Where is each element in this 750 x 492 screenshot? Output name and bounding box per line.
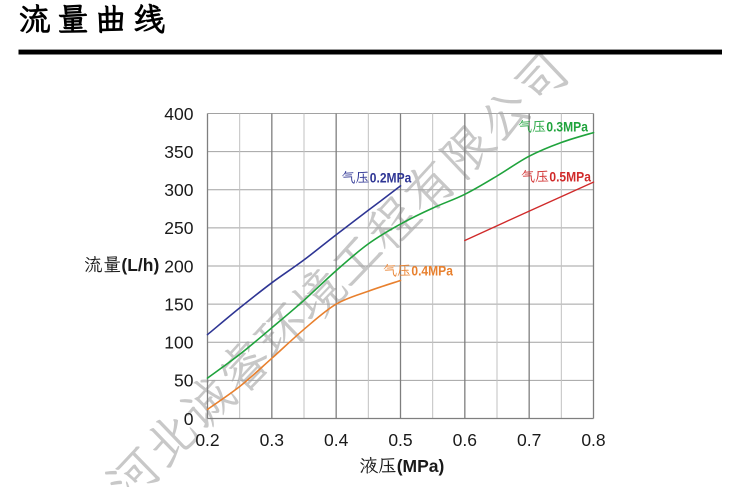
svg-text:400: 400 xyxy=(164,104,193,124)
svg-text:100: 100 xyxy=(164,333,193,353)
svg-text:0.3: 0.3 xyxy=(260,430,284,450)
svg-text:0.4: 0.4 xyxy=(324,430,349,450)
svg-text:50: 50 xyxy=(174,371,194,391)
svg-text:0.2: 0.2 xyxy=(195,430,219,450)
svg-text:0.5: 0.5 xyxy=(388,430,412,450)
svg-text:300: 300 xyxy=(164,180,193,200)
svg-text:150: 150 xyxy=(164,294,193,314)
svg-text:200: 200 xyxy=(164,256,193,276)
svg-text:(MPa): (MPa) xyxy=(397,456,445,476)
svg-text:0.3MPa: 0.3MPa xyxy=(546,118,588,134)
svg-text:0.8: 0.8 xyxy=(581,430,605,450)
svg-text:0.7: 0.7 xyxy=(517,430,541,450)
svg-text:0: 0 xyxy=(184,409,194,429)
svg-text:250: 250 xyxy=(164,218,193,238)
svg-text:350: 350 xyxy=(164,142,193,162)
svg-text:0.4MPa: 0.4MPa xyxy=(411,262,453,278)
svg-text:0.6: 0.6 xyxy=(453,430,477,450)
svg-text:0.2MPa: 0.2MPa xyxy=(370,169,412,185)
svg-text:(L/h): (L/h) xyxy=(121,255,159,275)
svg-text:0.5MPa: 0.5MPa xyxy=(549,168,591,184)
